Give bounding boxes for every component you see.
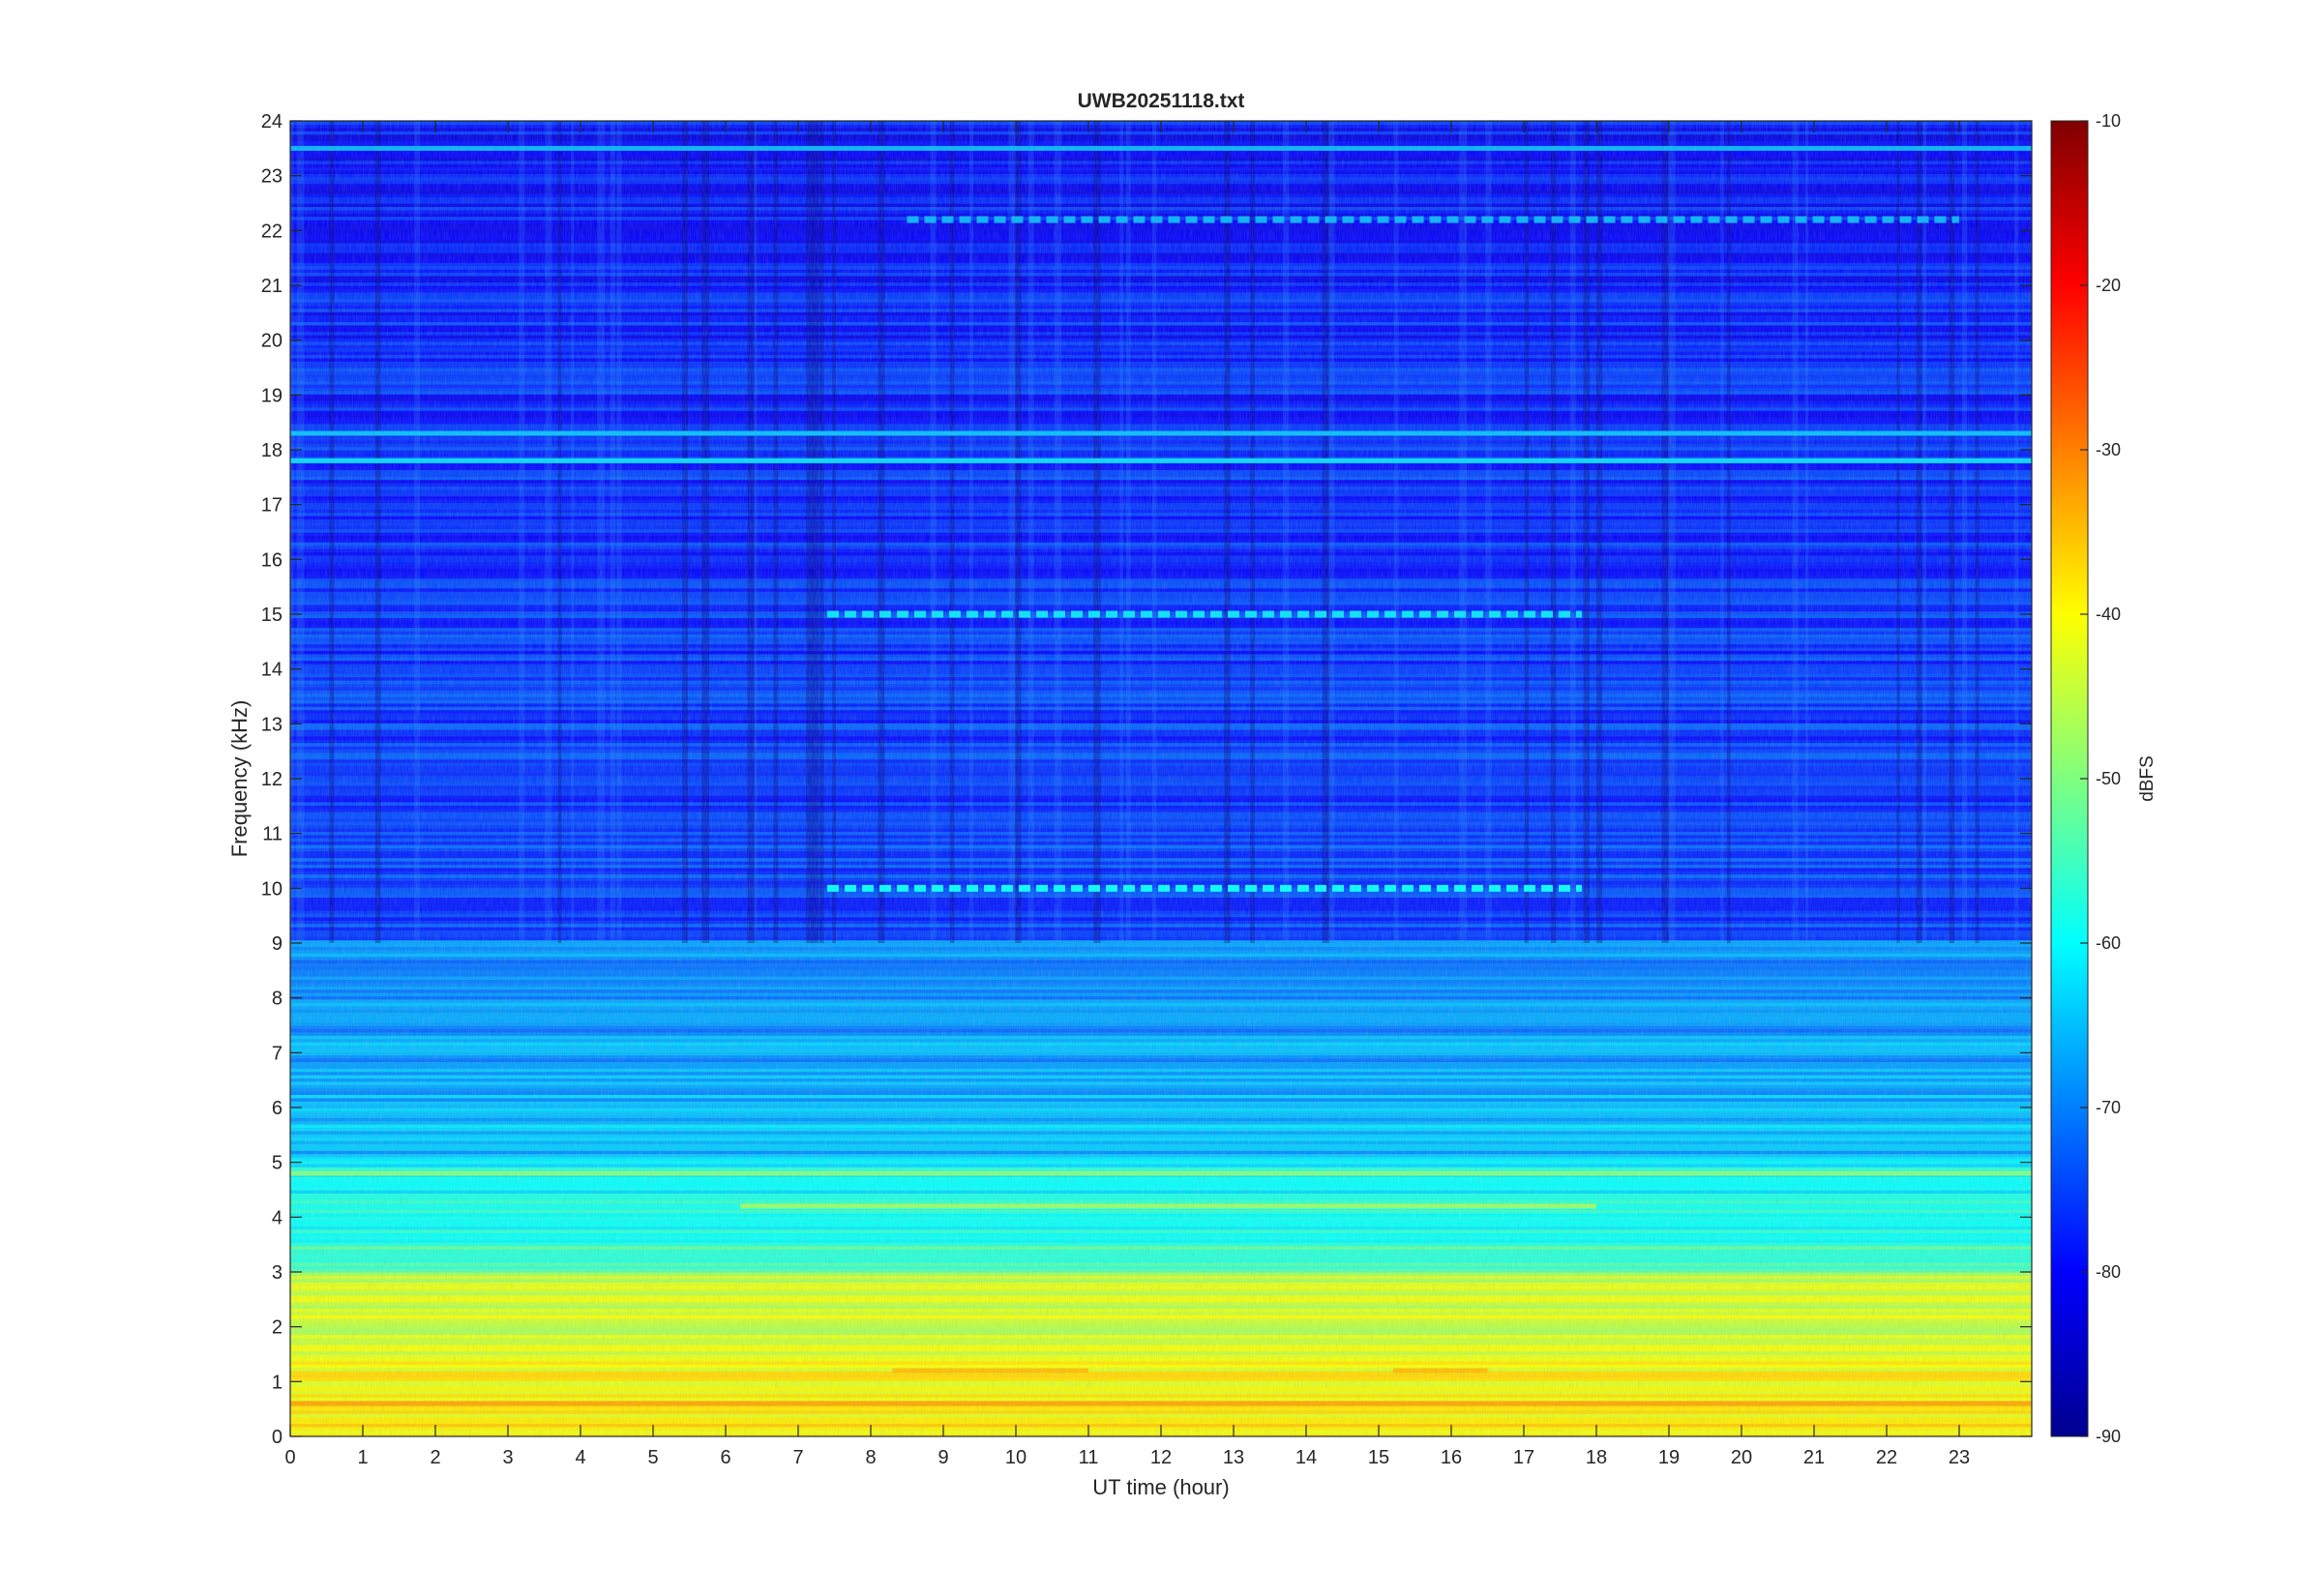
- y-tick-label: 19: [261, 385, 283, 406]
- x-tick-label: 20: [1731, 1447, 1752, 1468]
- y-tick-label: 10: [261, 878, 283, 900]
- x-tick-label: 13: [1223, 1447, 1244, 1468]
- y-tick-label: 17: [261, 495, 283, 517]
- colorbar-tick-label: -90: [2096, 1427, 2121, 1446]
- spectrogram-noise-texture: [290, 121, 2032, 1436]
- x-tick-label: 22: [1876, 1447, 1897, 1468]
- y-tick-label: 2: [272, 1317, 283, 1339]
- y-tick-label: 6: [272, 1098, 283, 1119]
- colorbar-tick-label: -80: [2096, 1262, 2121, 1282]
- x-tick-label: 19: [1658, 1447, 1680, 1468]
- x-tick-label: 21: [1803, 1447, 1825, 1468]
- colorbar-tick-label: -30: [2096, 440, 2121, 459]
- x-tick-label: 0: [284, 1447, 295, 1468]
- y-tick-label: 4: [272, 1207, 283, 1228]
- y-axis-label: Frequency (kHz): [227, 700, 252, 858]
- x-tick-label: 17: [1513, 1447, 1534, 1468]
- x-tick-label: 1: [357, 1447, 368, 1468]
- x-tick-label: 9: [938, 1447, 948, 1468]
- x-tick-label: 5: [647, 1447, 658, 1468]
- x-tick-label: 2: [430, 1447, 440, 1468]
- spectrogram-plot-area: [290, 121, 2032, 1436]
- x-tick-label: 16: [1441, 1447, 1462, 1468]
- colorbar-ticks: -10 -20 -30 -40 -50 -60 -70 -80 -90: [2080, 111, 2121, 1446]
- x-tick-label: 6: [720, 1447, 730, 1468]
- y-tick-label: 8: [272, 989, 283, 1010]
- colorbar-tick-label: -70: [2096, 1098, 2121, 1117]
- x-tick-label: 14: [1295, 1447, 1317, 1468]
- y-tick-label: 20: [261, 331, 283, 352]
- y-tick-label: 9: [272, 933, 283, 955]
- x-tick-label: 23: [1949, 1447, 1970, 1468]
- colorbar-label: dBFS: [2137, 755, 2158, 802]
- x-tick-label: 7: [792, 1447, 803, 1468]
- y-tick-label: 22: [261, 221, 283, 242]
- x-axis-ticks: 0 1 2 3 4 5 6 7 8 9 10 11 12 13 14 15 16 17 18 19 20 21 22 23: [284, 121, 1970, 1468]
- y-tick-label: 21: [261, 276, 283, 297]
- y-tick-label: 0: [272, 1427, 283, 1448]
- y-tick-label: 11: [262, 824, 283, 845]
- colorbar-tick-label: -20: [2096, 276, 2121, 295]
- colorbar-tick-label: -50: [2096, 769, 2121, 788]
- x-axis-label: UT time (hour): [1092, 1475, 1229, 1499]
- x-tick-label: 10: [1005, 1447, 1027, 1468]
- colorbar-tick-label: -40: [2096, 605, 2121, 624]
- y-tick-label: 14: [261, 660, 283, 681]
- y-tick-label: 13: [261, 714, 283, 735]
- y-tick-label: 18: [261, 440, 283, 461]
- colorbar-tick-label: -10: [2096, 111, 2121, 131]
- y-tick-label: 5: [272, 1153, 283, 1174]
- chart-title: UWB20251118.txt: [1078, 90, 1245, 112]
- y-tick-label: 15: [261, 605, 283, 626]
- x-tick-label: 18: [1586, 1447, 1607, 1468]
- y-tick-label: 24: [261, 111, 283, 133]
- x-tick-label: 8: [865, 1447, 876, 1468]
- y-tick-label: 16: [261, 549, 283, 571]
- x-tick-label: 12: [1150, 1447, 1172, 1468]
- colorbar-tick-label: -60: [2096, 933, 2121, 953]
- x-tick-label: 15: [1368, 1447, 1389, 1468]
- x-tick-label: 3: [502, 1447, 513, 1468]
- x-tick-label: 4: [575, 1447, 585, 1468]
- y-tick-label: 23: [261, 166, 283, 188]
- x-tick-label: 11: [1079, 1447, 1099, 1468]
- y-tick-label: 3: [272, 1262, 283, 1284]
- y-tick-label: 7: [272, 1043, 283, 1064]
- y-tick-label: 1: [272, 1372, 283, 1393]
- y-tick-label: 12: [261, 769, 283, 790]
